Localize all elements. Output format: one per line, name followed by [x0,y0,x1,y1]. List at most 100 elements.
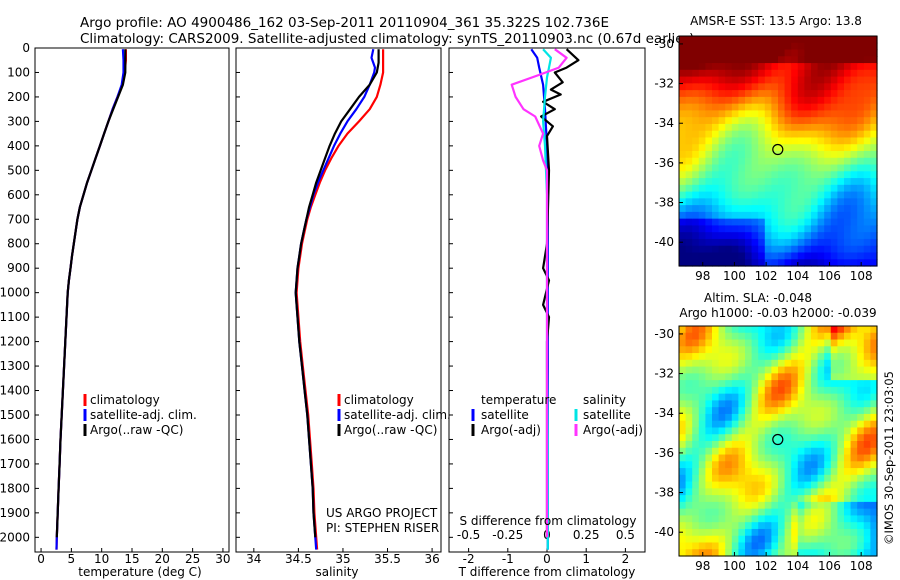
map-cell [705,393,713,402]
map-cell [745,205,753,213]
map-cell [837,481,845,489]
map-cell [817,171,825,179]
map-cell [738,56,746,64]
map-cell [764,117,772,125]
map-cell [738,259,746,267]
map-cell [758,386,766,395]
sst-map-title: AMSR-E SST: 13.5 Argo: 13.8 [690,14,862,28]
map-cell [811,151,819,159]
map-cell [771,515,779,523]
map-cell [811,90,819,98]
x-tick-label: 2 [622,552,630,566]
map-cell [778,36,786,44]
map-cell [857,474,865,483]
map-cell [844,36,852,44]
map-cell [857,495,865,503]
map-cell [758,461,766,469]
map-cell [758,468,766,476]
map-cell [698,346,706,354]
map-cell [698,427,706,435]
map-cell [731,96,739,105]
map-cell [712,245,720,254]
map-cell [784,252,792,260]
map-cell [705,56,713,64]
map-cell [811,232,819,240]
map-cell [857,211,865,220]
map-cell [824,123,832,132]
map-cell [731,218,739,227]
x-tick-top-label: 0.25 [573,528,600,542]
map-cell [758,434,766,442]
map-cell [863,380,871,388]
map-cell [791,366,799,374]
map-cell [679,245,687,254]
map-cell [817,205,825,213]
map-cell [758,198,766,206]
map-cell [751,501,759,510]
map-cell [731,380,739,388]
map-cell [870,461,878,469]
map-cell [758,326,766,334]
map-cell [870,495,878,503]
map-cell [844,83,852,91]
map-cell [698,407,706,415]
map-cell [784,225,792,233]
map-cell [791,103,799,112]
series-line [294,48,377,550]
map-cell [837,359,845,368]
map-cell [850,171,858,179]
map-cell [837,157,845,166]
sla-map-frame [678,325,878,557]
map-cell [725,83,733,91]
map-cell [870,42,878,51]
map-cell [784,56,792,64]
map-cell [751,326,759,334]
map-cell [712,198,720,206]
map-cell [679,36,687,44]
map-cell [784,495,792,503]
map-cell [771,49,779,57]
map-cell [778,157,786,166]
map-cell [863,63,871,71]
map-cell [731,164,739,172]
map-cell [830,549,838,557]
map-cell [791,96,799,105]
map-cell [811,542,819,550]
map-cell [824,42,832,51]
map-cell [758,56,766,64]
x-tick-label: 25 [185,552,200,566]
map-cell [811,359,819,368]
map-cell [764,90,772,98]
map-cell [698,420,706,429]
map-cell [692,157,700,166]
map-cell [692,184,700,193]
map-cell [811,117,819,125]
map-cell [844,488,852,496]
map-cell [764,211,772,220]
map-cell [745,380,753,388]
map-cell [685,380,693,388]
map-cell [850,123,858,132]
map-cell [705,218,713,227]
map-cell [797,508,805,517]
map-cell [870,245,878,254]
map-cell [731,461,739,469]
map-cell [712,441,720,449]
depth-tick-label: 0 [22,41,30,55]
map-cell [824,144,832,152]
map-cell [692,90,700,98]
map-cell [685,83,693,91]
map-cell [857,481,865,489]
map-cell [811,481,819,489]
map-cell [771,353,779,361]
map-cell [751,542,759,550]
map-cell [863,56,871,64]
map-cell [771,373,779,381]
map-cell [811,171,819,179]
map-cell [685,468,693,476]
map-cell [712,178,720,186]
map-cell [758,501,766,510]
map-cell [844,49,852,57]
map-cell [817,69,825,78]
map-cell [844,434,852,442]
